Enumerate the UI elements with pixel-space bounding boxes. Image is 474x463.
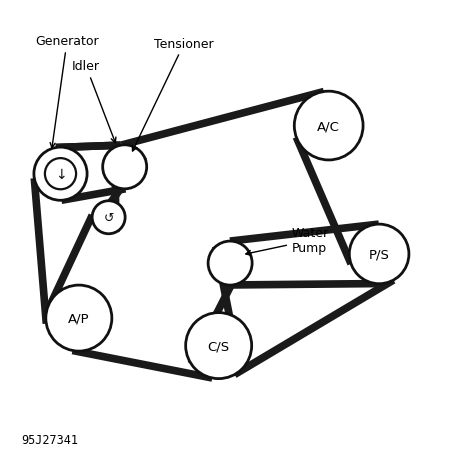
Circle shape xyxy=(92,201,125,234)
Circle shape xyxy=(186,313,252,379)
Circle shape xyxy=(34,148,87,201)
Text: A/C: A/C xyxy=(317,120,340,133)
Text: Water
Pump: Water Pump xyxy=(246,227,329,256)
Text: C/S: C/S xyxy=(208,339,230,352)
Circle shape xyxy=(103,145,146,189)
Circle shape xyxy=(46,286,112,351)
Circle shape xyxy=(294,92,363,161)
Text: Idler: Idler xyxy=(72,60,116,143)
Text: Generator: Generator xyxy=(35,35,99,149)
Text: ↓: ↓ xyxy=(55,167,66,181)
Text: P/S: P/S xyxy=(369,248,390,261)
Text: ↺: ↺ xyxy=(103,211,114,224)
Text: Tensioner: Tensioner xyxy=(132,38,214,152)
Text: 95J27341: 95J27341 xyxy=(21,433,79,446)
Circle shape xyxy=(349,225,409,284)
Text: A/P: A/P xyxy=(68,312,90,325)
Circle shape xyxy=(208,242,252,286)
